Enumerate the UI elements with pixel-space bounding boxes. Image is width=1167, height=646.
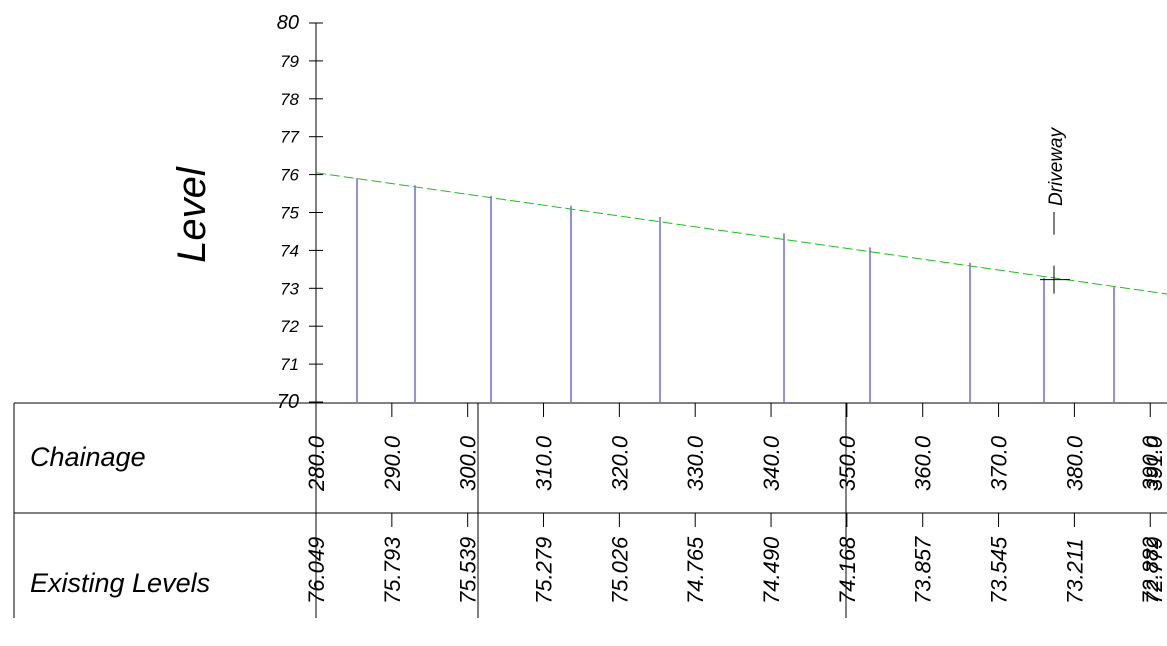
y-tick-label: 75 — [280, 204, 299, 223]
surveyed-point-lines — [356, 178, 1115, 402]
chainage-value: 280.0 — [304, 435, 329, 492]
existing-level-value: 76.049 — [304, 537, 329, 604]
y-tick-label: 71 — [280, 355, 299, 374]
chainage-row-label: Chainage — [30, 442, 146, 472]
existing-level-value: 75.793 — [380, 536, 405, 604]
y-tick-label: 80 — [277, 12, 299, 34]
chainage-value: 390.0 — [1138, 435, 1163, 491]
y-tick-label: 76 — [280, 166, 299, 185]
y-tick-label: 72 — [280, 317, 299, 336]
chainage-value: 340.0 — [759, 435, 784, 491]
y-tick-label: 74 — [280, 241, 299, 260]
driveway-label: Driveway — [1046, 126, 1067, 206]
existing-level-value: 74.765 — [683, 536, 708, 604]
driveway-marker: Driveway — [1040, 126, 1070, 294]
chainage-value: 350.0 — [835, 435, 860, 491]
chainage-value: 290.0 — [380, 435, 405, 492]
existing-level-value: 74.490 — [759, 536, 784, 604]
chainage-value: 300.0 — [456, 435, 481, 491]
existing-levels-row-label: Existing Levels — [30, 568, 210, 598]
existing-level-value: 73.857 — [911, 536, 936, 604]
chainage-value: 370.0 — [987, 435, 1012, 491]
y-tick-label: 79 — [280, 52, 299, 71]
chainage-value: 330.0 — [683, 435, 708, 491]
chainage-value: 310.0 — [532, 435, 557, 491]
y-tick-label: 73 — [280, 279, 299, 298]
chainage-value: 380.0 — [1062, 435, 1087, 491]
chainage-value: 320.0 — [607, 435, 632, 491]
existing-level-value: 74.168 — [835, 536, 860, 604]
y-tick-label: 78 — [280, 90, 299, 109]
existing-level-value: 75.539 — [456, 537, 481, 604]
chainage-value: 391.0 — [1142, 435, 1167, 491]
existing-ground-line — [315, 172, 1167, 295]
existing-level-value: 72.882 — [1138, 537, 1163, 604]
existing-level-value: 72.779 — [1142, 537, 1167, 604]
y-tick-label: 70 — [277, 391, 299, 413]
y-axis: 70 71 72 73 74 75 76 77 78 79 80 — [277, 12, 323, 413]
y-ticks: 70 71 72 73 74 75 76 77 78 79 80 — [277, 12, 323, 413]
existing-level-value: 75.026 — [607, 536, 632, 604]
existing-level-value: 75.279 — [532, 537, 557, 604]
y-tick-label: 77 — [280, 128, 299, 147]
existing-level-value: 73.211 — [1062, 538, 1087, 604]
chainage-value: 360.0 — [911, 435, 936, 491]
y-axis-title: Level — [170, 166, 214, 263]
existing-level-value: 73.545 — [987, 536, 1012, 604]
table-cells: 280.0 290.0 300.0 310.0 320.0 330.0 340.0 350.0… — [304, 403, 1167, 604]
data-table: Chainage Existing Levels 280.0 290.0 300.0… — [13, 402, 1167, 618]
